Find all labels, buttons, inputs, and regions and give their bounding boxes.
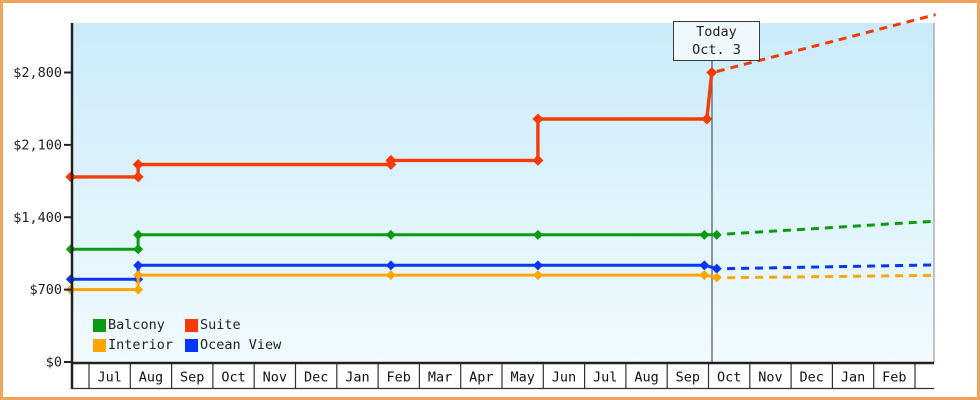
month-axis: Jul Aug Sep Oct Nov Dec Jan Feb Mar Apr May Jun Jul A… <box>88 364 916 388</box>
series-marker-suite <box>701 113 713 125</box>
series-projection-balcony <box>727 219 932 236</box>
legend-item-interior: Interior <box>93 337 185 353</box>
month-label-may: May <box>510 370 534 386</box>
month-label-jan: Jan <box>345 370 369 386</box>
balcony-swatch-icon <box>93 318 106 332</box>
suite-swatch-icon <box>185 318 198 332</box>
month-label-jun: Jun <box>552 370 576 386</box>
month-label-mar: Mar <box>428 370 452 386</box>
legend-label-interior: Interior <box>108 337 174 353</box>
series-marker-interior <box>699 270 710 281</box>
y-tick-label: $0 <box>46 355 62 371</box>
legend-row: Balcony Suite <box>93 315 281 335</box>
y-tick-label: $2,100 <box>13 137 62 153</box>
series-marker-balcony <box>699 229 710 240</box>
today-annotation-line2: Oct. 3 <box>692 42 741 58</box>
series-marker-ocean-view <box>532 260 543 271</box>
series-marker-interior <box>133 270 144 281</box>
month-label-sep: Sep <box>180 370 204 386</box>
month-label-dec: Dec <box>800 370 824 386</box>
series-marker-interior <box>385 270 396 281</box>
series-group <box>65 13 936 295</box>
series-marker-balcony <box>532 229 543 240</box>
series-marker-ocean-view <box>711 263 722 274</box>
series-marker-balcony <box>133 229 144 240</box>
series-marker-suite <box>532 154 544 166</box>
legend-item-suite: Suite <box>185 317 241 333</box>
legend: Balcony Suite Interior Ocean View <box>93 315 281 355</box>
legend-row: Interior Ocean View <box>93 335 281 355</box>
series-marker-suite <box>706 67 718 78</box>
interior-swatch-icon <box>93 338 106 352</box>
series-marker-suite <box>385 154 397 166</box>
month-label-jul: Jul <box>97 370 121 386</box>
legend-label-suite: Suite <box>200 317 241 333</box>
today-annotation: Today Oct. 3 <box>673 21 760 61</box>
ocean-view-swatch-icon <box>185 338 198 352</box>
y-axis-ticks: $0 $700 $1,400 $2,100 $2,800 <box>13 65 71 371</box>
y-tick-label: $2,800 <box>13 65 62 81</box>
series-marker-suite <box>532 113 544 125</box>
series-marker-interior <box>711 272 722 283</box>
series-marker-ocean-view <box>699 260 710 271</box>
series-projection-ocean-view <box>727 263 932 271</box>
month-label-aug: Aug <box>634 370 658 386</box>
month-label-oct: Oct <box>717 370 741 386</box>
legend-label-ocean-view: Ocean View <box>200 337 282 353</box>
month-label-apr: Apr <box>469 370 493 386</box>
y-tick-label: $700 <box>29 282 62 298</box>
plot-area <box>71 23 934 363</box>
month-label-oct: Oct <box>221 370 245 386</box>
month-label-jan: Jan <box>841 370 865 386</box>
series-marker-balcony <box>133 244 144 255</box>
series-marker-ocean-view <box>133 260 144 271</box>
month-label-dec: Dec <box>304 370 328 386</box>
series-marker-balcony <box>711 229 722 240</box>
month-label-feb: Feb <box>387 370 411 386</box>
chart-canvas: $0 $700 $1,400 $2,100 $2,800 Jul Aug Sep Oct Nov… <box>13 13 936 390</box>
month-label-feb: Feb <box>882 370 906 386</box>
series-marker-suite <box>132 159 144 171</box>
series-projection-suite <box>716 13 936 73</box>
month-label-nov: Nov <box>263 370 287 386</box>
series-marker-interior <box>133 284 144 295</box>
series-marker-balcony <box>385 229 396 240</box>
series-projection-interior <box>727 273 932 280</box>
legend-item-balcony: Balcony <box>93 317 185 333</box>
legend-label-balcony: Balcony <box>108 317 165 333</box>
legend-item-ocean-view: Ocean View <box>185 337 281 353</box>
month-label-aug: Aug <box>139 370 163 386</box>
series-marker-interior <box>532 270 543 281</box>
month-label-sep: Sep <box>676 370 700 386</box>
series-marker-ocean-view <box>385 260 396 271</box>
y-tick-label: $1,400 <box>13 210 62 226</box>
month-label-nov: Nov <box>758 370 782 386</box>
today-annotation-line1: Today <box>696 24 737 40</box>
month-label-jul: Jul <box>593 370 617 386</box>
series-marker-suite <box>132 171 144 183</box>
